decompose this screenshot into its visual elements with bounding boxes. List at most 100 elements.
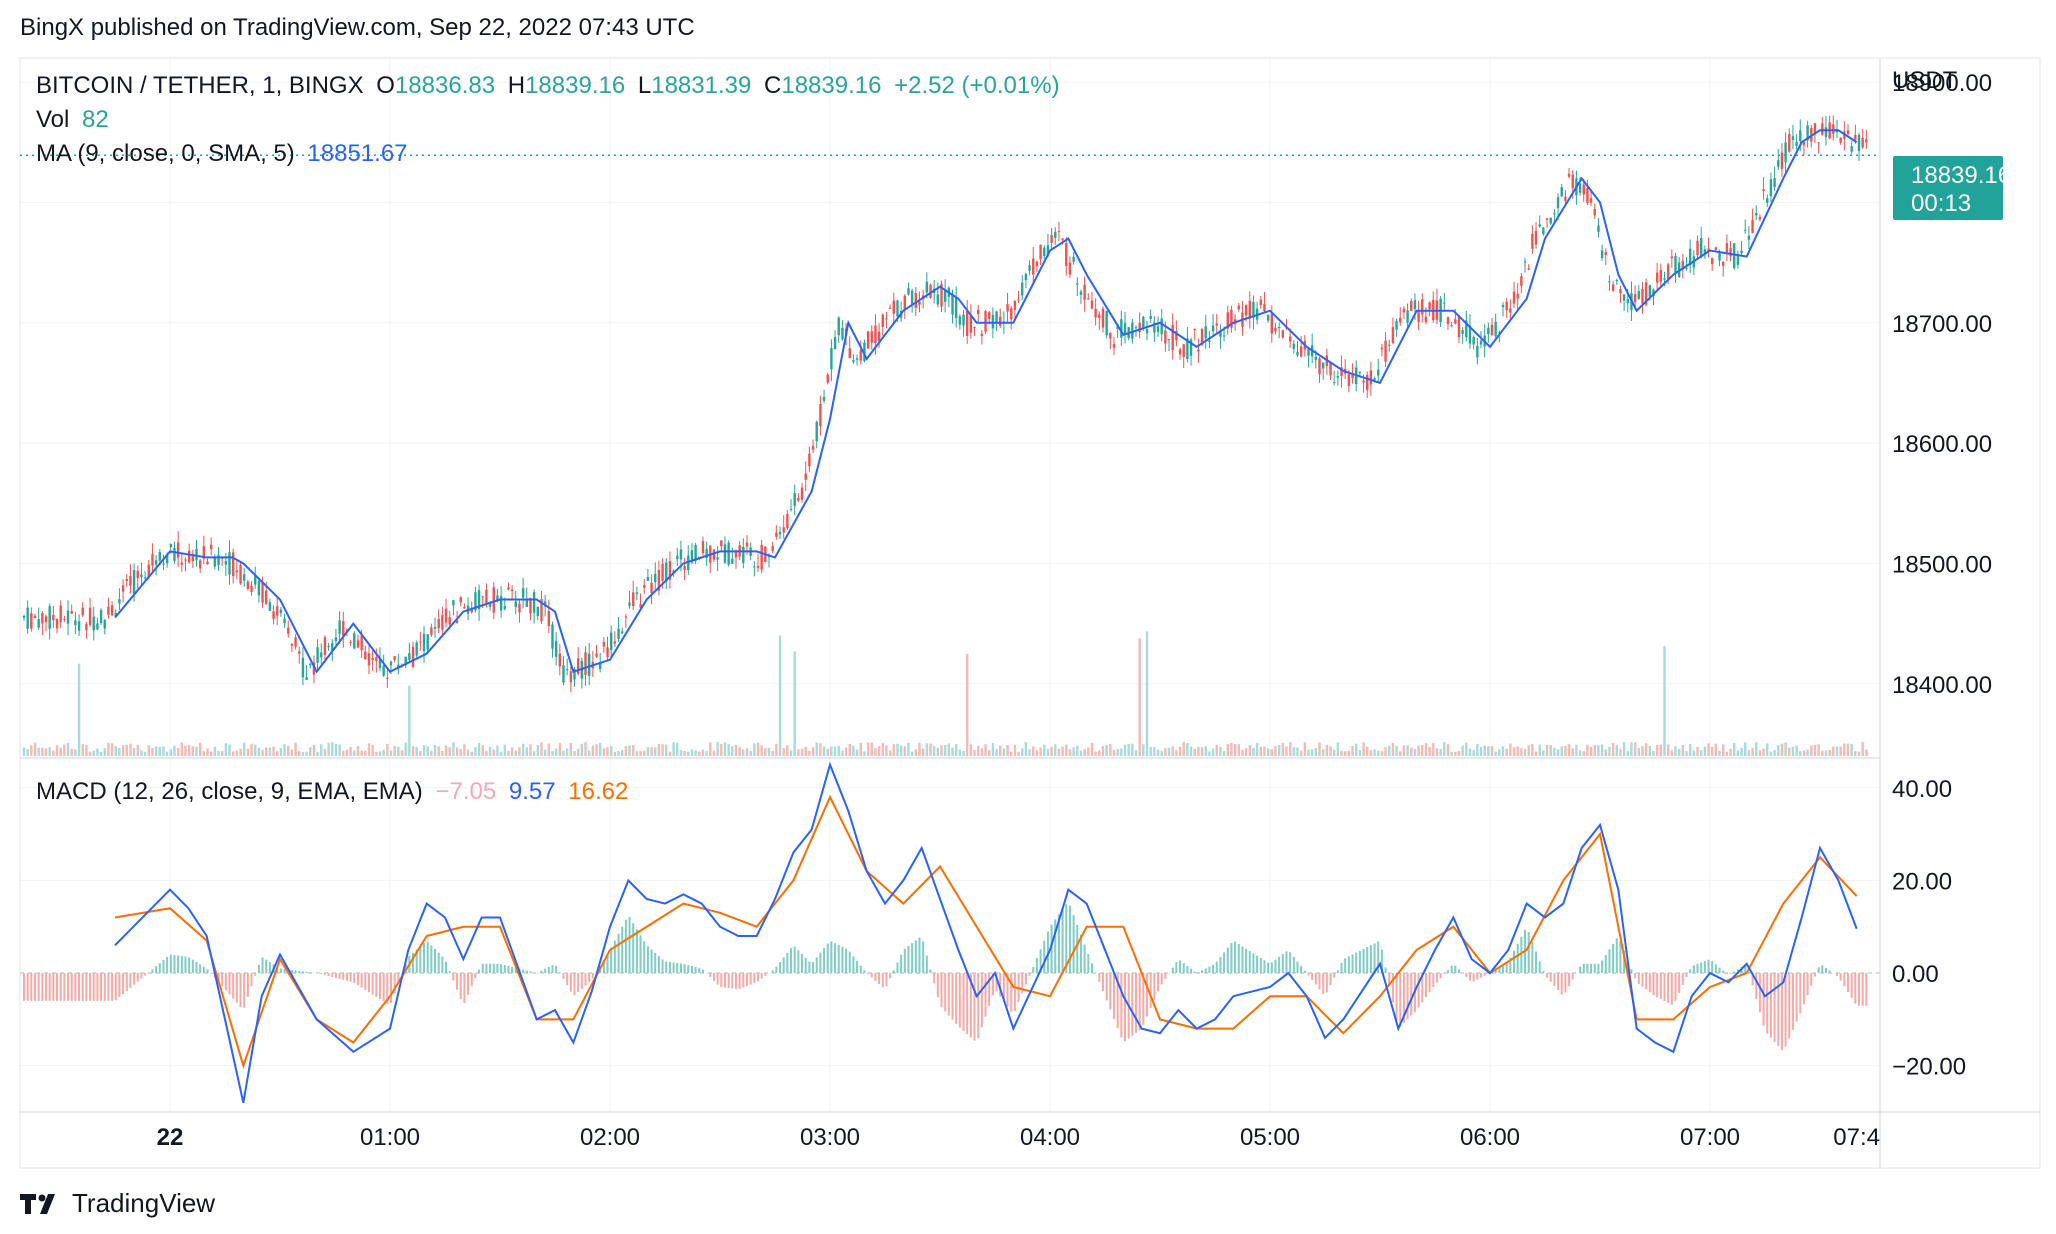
volume-bar (1688, 744, 1692, 756)
volume-bar (433, 745, 437, 756)
macd-histogram-bar (221, 973, 224, 987)
candle-body (1068, 262, 1072, 275)
macd-histogram-bar (1171, 967, 1174, 974)
macd-histogram-bar (577, 973, 580, 992)
volume-bar (463, 744, 466, 756)
candlestick-chart[interactable]: USDT18900.0018800.0018700.0018600.001850… (0, 0, 2056, 1180)
macd-histogram-bar (1135, 973, 1138, 1033)
volume-bar (136, 744, 139, 756)
candle-body (492, 587, 495, 613)
volume-bar (1637, 748, 1640, 756)
footer[interactable]: TradingView (20, 1188, 215, 1219)
candle-body (206, 561, 209, 565)
volume-bar (474, 747, 477, 756)
volume-bar (859, 742, 862, 756)
candle-body (632, 592, 635, 607)
candle-body (507, 587, 510, 590)
macd-histogram-bar (889, 973, 892, 979)
candle-body (1740, 250, 1743, 254)
candle-body (1821, 123, 1824, 135)
macd-histogram-bar (1659, 973, 1662, 1000)
volume-bar (1244, 748, 1248, 756)
candle-body (459, 597, 462, 603)
volume-bar (657, 744, 661, 756)
macd-histogram-bar (1858, 973, 1860, 1006)
macd-histogram-bar (712, 973, 715, 981)
volume-bar (1604, 749, 1607, 756)
candle-body (1810, 127, 1813, 142)
volume-bar (81, 744, 84, 756)
volume-bar (1747, 749, 1751, 756)
volume-bar (771, 750, 774, 756)
candle-body (243, 574, 246, 581)
candle-body (1505, 301, 1508, 311)
macd-histogram-bar (367, 973, 370, 993)
volume-bar (367, 743, 371, 756)
volume-bar (1597, 745, 1600, 756)
candle-body (452, 600, 455, 606)
candle-body (415, 642, 418, 656)
macd-histogram-bar (1590, 963, 1593, 974)
macd-histogram-bar (1068, 905, 1071, 974)
candle-body (635, 592, 639, 595)
volume-bar (1769, 751, 1773, 756)
macd-histogram-bar (753, 973, 756, 984)
volume-bar (1076, 745, 1079, 756)
volume-bar (540, 742, 543, 756)
macd-histogram-bar (235, 973, 238, 1003)
candle-body (925, 281, 929, 293)
candle-body (980, 333, 984, 336)
candle-body (382, 665, 385, 676)
macd-histogram-bar (1028, 973, 1031, 976)
candle-body (276, 606, 279, 616)
candle-body (1722, 262, 1725, 266)
macd-histogram-bar (445, 961, 448, 974)
macd-histogram-bar (646, 946, 649, 974)
candle-body (1773, 178, 1776, 188)
candle-body (224, 561, 228, 565)
macd-histogram-bar (485, 963, 488, 974)
volume-bar (910, 751, 914, 756)
volume-bar (1736, 750, 1740, 756)
symbol-legend: BITCOIN / TETHER, 1, BINGX O18836.83 H18… (36, 72, 1066, 100)
macd-histogram-bar (999, 973, 1002, 997)
candle-body (804, 473, 807, 480)
macd-tick-label: 40.00 (1892, 776, 1952, 803)
volume-bar (734, 744, 738, 756)
volume-bar (1509, 743, 1512, 756)
macd-histogram-bar (676, 963, 679, 974)
candle-body (540, 599, 543, 622)
candle-body (694, 545, 697, 561)
volume-bar (331, 742, 334, 756)
volume-bar (1641, 746, 1644, 756)
candle-body (1017, 299, 1020, 301)
macd-histogram-bar (540, 970, 543, 974)
candle-body (610, 632, 613, 651)
volume-bar (863, 751, 866, 756)
candle-body (1094, 308, 1097, 318)
volume-bar (393, 745, 396, 756)
volume-bar (1336, 742, 1340, 756)
macd-histogram-bar (378, 973, 381, 1000)
macd-histogram-bar (903, 948, 906, 974)
macd-histogram-bar (1564, 973, 1567, 993)
macd-histogram-bar (856, 960, 859, 974)
candle-body (837, 317, 840, 336)
volume-bar (37, 747, 40, 756)
candle-body (165, 555, 169, 564)
macd-histogram-bar (386, 973, 389, 1004)
candle-body (775, 532, 778, 537)
volume-bar (1553, 747, 1556, 756)
volume-bar (1263, 746, 1266, 756)
volume-bar (1681, 744, 1685, 756)
macd-histogram-bar (334, 973, 337, 978)
volume-bar (1094, 751, 1097, 756)
volume-bar (1472, 750, 1475, 756)
price-tick-label: 18700.00 (1892, 311, 1992, 338)
candle-body (1410, 301, 1413, 311)
candle-body (231, 552, 235, 577)
candle-body (1454, 319, 1457, 324)
macd-histogram-bar (654, 952, 657, 974)
volume-bar (1197, 746, 1200, 756)
candle-body (910, 290, 914, 306)
